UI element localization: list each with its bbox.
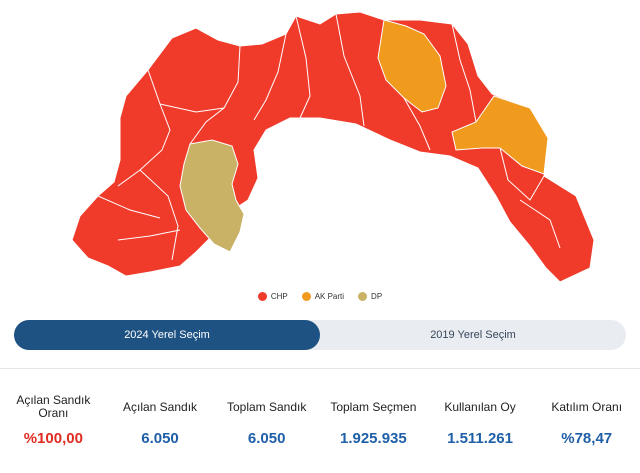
- legend-item-akparti: AK Parti: [301, 292, 345, 301]
- stat-label: Açılan Sandık Oranı: [16, 393, 91, 420]
- stat-value: %100,00: [23, 430, 83, 447]
- stat-value: 6.050: [141, 430, 179, 447]
- stat-value: 1.511.261: [447, 430, 513, 447]
- stat-votes-used: Kullanılan Oy 1.511.261: [427, 392, 534, 447]
- stat-value: %78,47: [561, 430, 613, 447]
- stat-value: 6.050: [247, 430, 286, 447]
- tab-2024-election[interactable]: 2024 Yerel Seçim: [14, 320, 320, 350]
- district-map: [71, 11, 595, 283]
- election-stats: Açılan Sandık Oranı %100,00 Açılan Sandı…: [0, 392, 640, 448]
- stat-opened-ratio: Açılan Sandık Oranı %100,00: [0, 392, 107, 448]
- legend-item-dp: DP: [358, 292, 382, 301]
- legend-item-chp: CHP: [257, 292, 288, 301]
- stat-label: Kullanılan Oy: [444, 399, 516, 414]
- stat-total-voters: Toplam Seçmen 1.925.935: [320, 392, 427, 447]
- stat-value: 1.925.935: [339, 430, 407, 447]
- legend-label: CHP: [270, 292, 288, 301]
- stat-total-boxes: Toplam Sandık 6.050: [213, 392, 320, 447]
- legend-label: DP: [371, 292, 383, 301]
- legend-dot-icon: [358, 292, 368, 301]
- legend-dot-icon: [301, 292, 311, 301]
- stat-turnout: Katılım Oranı %78,47: [533, 392, 640, 447]
- map-legend: CHP AK Parti DP: [0, 292, 640, 301]
- district-borders: [97, 13, 561, 261]
- stat-label: Katılım Oranı: [551, 399, 623, 414]
- legend-label: AK Parti: [314, 292, 345, 301]
- legend-dot-icon: [257, 292, 267, 301]
- province-map: [71, 11, 595, 283]
- divider: [0, 368, 640, 369]
- stat-label: Toplam Seçmen: [330, 399, 417, 414]
- tab-2019-election[interactable]: 2019 Yerel Seçim: [430, 329, 516, 341]
- district-dp[interactable]: [179, 139, 245, 253]
- stat-opened-boxes: Açılan Sandık 6.050: [107, 392, 214, 447]
- election-tabs: 2024 Yerel Seçim 2019 Yerel Seçim: [14, 320, 626, 350]
- stat-label: Açılan Sandık: [122, 399, 198, 414]
- stat-label: Toplam Sandık: [226, 399, 307, 414]
- district-akparti-north[interactable]: [377, 19, 447, 113]
